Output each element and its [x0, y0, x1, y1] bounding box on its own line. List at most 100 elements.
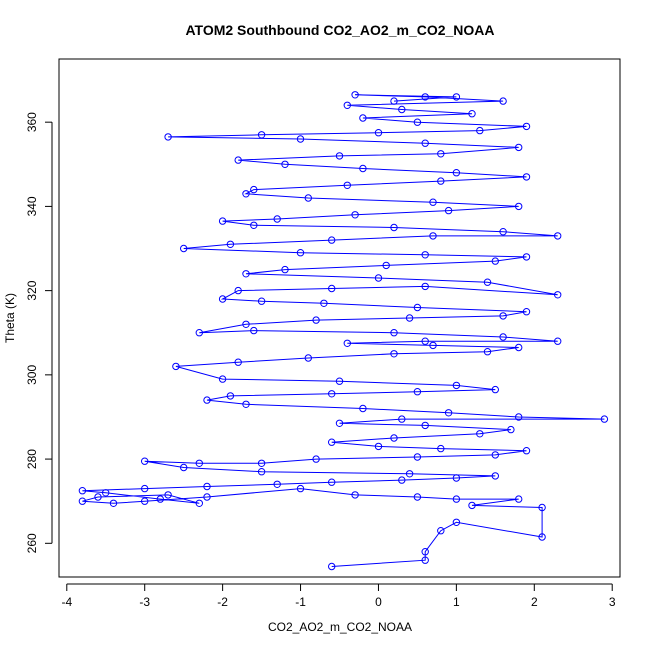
data-point: [398, 476, 406, 484]
data-point: [281, 160, 289, 169]
data-point: [250, 326, 258, 335]
data-point: [413, 453, 422, 461]
data-point: [483, 278, 492, 286]
series-line: [82, 94, 605, 567]
data-point: [359, 164, 367, 173]
data-point: [359, 404, 367, 413]
plot-frame: [58, 58, 621, 578]
chart-title: ATOM2 Southbound CO2_AO2_m_CO2_NOAA: [185, 22, 494, 38]
data-point: [398, 105, 406, 114]
data-point: [257, 459, 266, 467]
data-point: [195, 499, 204, 507]
data-point: [405, 470, 414, 478]
x-tick-label: 1: [453, 595, 460, 609]
data-point: [226, 392, 235, 400]
data-point: [476, 430, 484, 438]
data-point: [335, 377, 344, 385]
data-point: [390, 434, 398, 442]
data-point: [390, 97, 398, 105]
data-point: [437, 150, 445, 158]
data-point: [195, 459, 204, 467]
data-point: [515, 143, 523, 152]
data-point: [234, 286, 242, 295]
data-point: [141, 497, 149, 505]
data-point: [413, 493, 422, 501]
data-point: [522, 173, 531, 181]
data-point: [515, 495, 523, 503]
x-tick-label: 0: [375, 595, 382, 609]
data-point: [320, 299, 328, 307]
data-point: [522, 447, 531, 455]
data-point: [382, 261, 390, 270]
data-point: [437, 527, 445, 535]
data-point: [203, 396, 211, 404]
data-point: [141, 457, 149, 465]
data-point: [242, 400, 250, 408]
data-point: [522, 122, 531, 131]
data-point: [437, 444, 445, 453]
data-point: [483, 348, 492, 356]
data-point: [499, 228, 507, 236]
y-tick-label: 360: [25, 112, 39, 132]
data-point: [491, 257, 499, 265]
data-point: [444, 409, 453, 417]
data-point: [390, 223, 398, 232]
data-point: [421, 337, 429, 345]
y-tick-label: 280: [25, 449, 39, 469]
data-point: [335, 419, 344, 427]
data-point: [312, 316, 320, 324]
data-point: [538, 503, 546, 512]
data-point: [273, 215, 281, 223]
data-point: [476, 126, 484, 135]
y-axis-label: Theta (K): [3, 293, 17, 343]
data-point: [390, 350, 398, 358]
y-axis: 260 280 300 320 340 360: [25, 112, 53, 553]
y-tick-label: 320: [25, 280, 39, 300]
data-point: [312, 455, 320, 463]
data-point: [335, 152, 344, 160]
x-tick-label: -2: [217, 595, 228, 609]
data-point: [515, 343, 523, 352]
data-point: [203, 493, 211, 501]
data-point: [421, 139, 429, 147]
data-point: [452, 169, 461, 177]
data-point: [507, 425, 515, 434]
data-point: [600, 415, 609, 423]
data-point: [359, 114, 367, 122]
data-point: [242, 270, 250, 278]
data-point: [429, 232, 437, 240]
plot-area: [78, 91, 609, 571]
data-point: [273, 480, 281, 488]
data-point: [328, 478, 336, 486]
data-point: [296, 135, 305, 143]
data-point: [491, 472, 499, 480]
data-point: [554, 232, 562, 240]
x-tick-label: 3: [609, 595, 616, 609]
data-point: [343, 181, 351, 190]
data-point: [172, 362, 180, 371]
data-point: [444, 206, 453, 215]
data-point: [102, 489, 110, 497]
data-point: [304, 194, 312, 202]
data-point: [78, 487, 87, 495]
data-point: [242, 320, 250, 328]
x-tick-label: 2: [531, 595, 538, 609]
data-point: [351, 211, 359, 219]
x-tick-label: -1: [295, 595, 306, 609]
data-point: [180, 463, 188, 472]
data-point: [413, 303, 422, 312]
data-point: [491, 385, 499, 394]
data-point: [218, 375, 227, 383]
data-point: [468, 501, 476, 510]
data-point: [257, 297, 266, 305]
data-point: [437, 177, 445, 185]
data-point: [499, 333, 507, 341]
data-point: [250, 185, 258, 194]
data-point: [195, 329, 204, 337]
data-point: [242, 190, 250, 198]
data-point: [218, 217, 227, 225]
data-point: [296, 484, 305, 493]
y-tick-label: 260: [25, 533, 39, 553]
data-point: [452, 93, 461, 101]
